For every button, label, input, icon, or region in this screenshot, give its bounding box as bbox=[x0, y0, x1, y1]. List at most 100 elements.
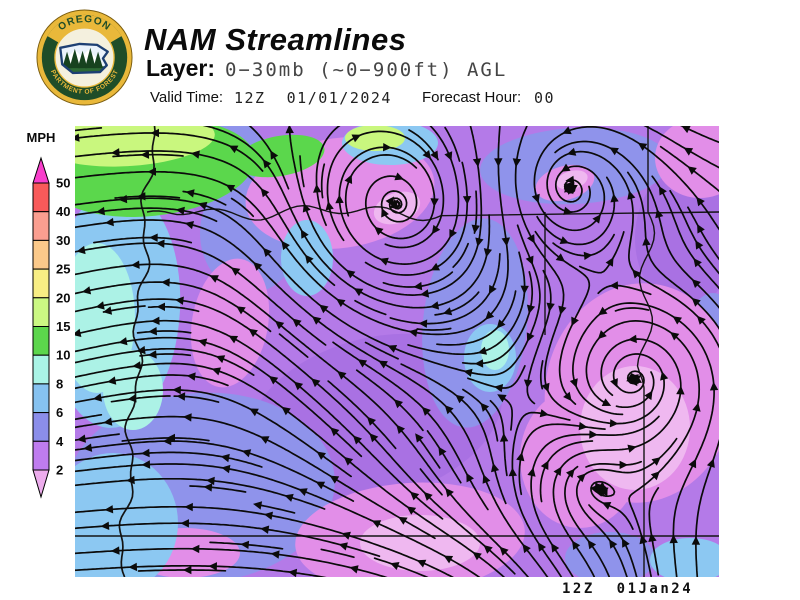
streamline-arrowhead bbox=[565, 175, 575, 184]
colorbar-tick-label: 15 bbox=[56, 319, 70, 334]
streamline-arrowhead bbox=[587, 540, 597, 550]
streamline-arrowhead bbox=[642, 236, 651, 246]
map-timestamp: 12Z 01Jan24 bbox=[562, 581, 694, 597]
streamline-arrowhead bbox=[566, 147, 577, 156]
streamline-arrowhead bbox=[691, 279, 701, 288]
streamline bbox=[416, 327, 452, 331]
streamline-arrowhead bbox=[325, 201, 334, 211]
streamline-arrowhead bbox=[198, 201, 208, 210]
colorbar-tick-label: 40 bbox=[56, 204, 70, 219]
streamline bbox=[499, 395, 513, 431]
streamline-arrowhead bbox=[598, 487, 607, 496]
streamline-arrowhead bbox=[185, 189, 195, 198]
streamline-arrowhead bbox=[270, 150, 279, 160]
streamline-arrowhead bbox=[313, 184, 322, 193]
streamline-arrowhead bbox=[418, 319, 428, 328]
streamline-arrowhead bbox=[176, 392, 186, 401]
streamline-arrowhead bbox=[681, 126, 691, 134]
streamline-arrowhead bbox=[472, 551, 482, 561]
streamline-arrowhead bbox=[141, 460, 151, 469]
map-color-field bbox=[75, 126, 719, 577]
streamline-arrowhead bbox=[648, 532, 657, 542]
streamline-arrowhead bbox=[292, 318, 302, 328]
colorbar-tick-label: 2 bbox=[56, 463, 63, 478]
streamline-arrowhead bbox=[166, 433, 175, 443]
streamline bbox=[75, 389, 352, 478]
streamline-arrowhead bbox=[175, 296, 184, 305]
streamline-arrowhead bbox=[336, 298, 346, 307]
streamline-arrowhead bbox=[319, 304, 329, 314]
streamline-arrowhead bbox=[92, 393, 102, 402]
streamline bbox=[75, 263, 530, 577]
streamline-arrowhead bbox=[353, 435, 362, 445]
streamline-arrowhead bbox=[346, 269, 356, 279]
streamline-arrowhead bbox=[610, 378, 618, 388]
streamline-arrowhead bbox=[311, 378, 321, 388]
streamline-arrowhead bbox=[371, 520, 382, 528]
streamline-arrowhead bbox=[249, 408, 259, 417]
streamline-arrowhead bbox=[499, 433, 509, 442]
colorbar-segment bbox=[32, 268, 50, 299]
streamline-arrowhead bbox=[572, 540, 581, 550]
streamline-arrowhead bbox=[96, 206, 105, 216]
streamline-arrowhead bbox=[601, 398, 612, 406]
streamline-arrowhead bbox=[540, 460, 549, 470]
streamline bbox=[354, 299, 387, 316]
streamline bbox=[288, 126, 483, 296]
streamline bbox=[530, 415, 660, 577]
streamline bbox=[585, 460, 643, 468]
streamline-arrowhead bbox=[494, 384, 504, 393]
streamline-arrowhead bbox=[463, 368, 473, 377]
streamline bbox=[75, 126, 509, 336]
colorbar-segments bbox=[32, 182, 50, 471]
streamline-arrowhead bbox=[692, 402, 701, 412]
streamline-arrowhead bbox=[516, 452, 525, 462]
streamline-arrowhead bbox=[658, 186, 667, 196]
streamline-arrowhead bbox=[496, 319, 506, 329]
streamline bbox=[93, 236, 193, 244]
streamline-arrowhead bbox=[215, 355, 226, 364]
streamline-arrowhead bbox=[393, 399, 403, 409]
streamline-arrowhead bbox=[110, 546, 120, 555]
streamline bbox=[539, 360, 544, 390]
colorbar-segment bbox=[32, 211, 50, 241]
streamline bbox=[554, 140, 719, 309]
streamline-arrowhead bbox=[471, 224, 480, 234]
streamline bbox=[75, 242, 327, 346]
streamline-arrowhead bbox=[118, 337, 128, 346]
streamline-arrowhead bbox=[260, 188, 270, 198]
streamline bbox=[75, 347, 255, 376]
streamline-arrowhead bbox=[483, 248, 492, 258]
streamline-arrowhead bbox=[650, 471, 660, 481]
colorbar-over-arrow bbox=[32, 156, 50, 184]
streamline bbox=[121, 437, 210, 442]
streamline-arrowhead bbox=[240, 540, 250, 549]
streamline-arrowhead bbox=[477, 346, 487, 355]
streamline-arrowhead bbox=[197, 338, 208, 347]
streamline-arrowhead bbox=[430, 198, 439, 207]
streamline-arrowhead bbox=[626, 374, 636, 383]
streamline bbox=[189, 485, 247, 493]
streamline bbox=[255, 503, 296, 514]
streamline-arrowhead bbox=[341, 531, 351, 540]
streamline-arrowhead bbox=[430, 262, 440, 271]
streamline-arrowhead bbox=[161, 278, 170, 287]
colorbar-segment bbox=[32, 297, 50, 328]
streamline-arrowhead bbox=[475, 237, 484, 247]
streamline-arrowhead bbox=[622, 538, 630, 548]
streamline-arrowhead bbox=[415, 433, 424, 443]
streamline-arrowhead bbox=[182, 413, 192, 422]
streamline-arrowhead bbox=[551, 543, 560, 553]
streamline-arrowhead bbox=[537, 542, 546, 552]
streamline-arrowhead bbox=[687, 166, 697, 175]
streamline-arrowhead bbox=[383, 143, 392, 152]
streamline-arrowhead bbox=[669, 534, 678, 544]
streamline-arrowhead bbox=[182, 565, 192, 575]
streamline-arrowhead bbox=[396, 424, 405, 434]
streamline-arrowhead bbox=[546, 302, 555, 312]
streamline-arrowhead bbox=[691, 297, 701, 307]
streamline-arrowhead bbox=[578, 421, 588, 431]
streamline-arrowhead bbox=[343, 456, 354, 466]
streamline-arrowhead bbox=[83, 443, 93, 452]
streamline-arrowhead bbox=[387, 345, 398, 353]
